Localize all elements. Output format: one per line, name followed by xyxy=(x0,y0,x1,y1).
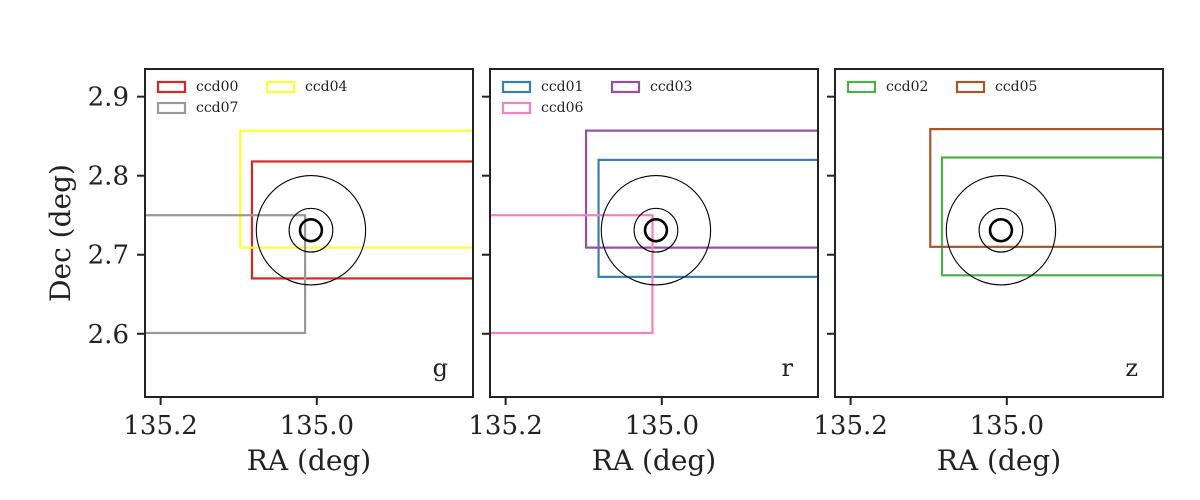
legend-label-ccd01: ccd01 xyxy=(541,79,583,95)
legend-label-ccd00: ccd00 xyxy=(196,79,238,95)
target-circle-1 xyxy=(978,207,1024,253)
target-circle-0 xyxy=(988,218,1014,243)
legend-label-ccd06: ccd06 xyxy=(541,100,584,116)
ccd-footprint-ccd06 xyxy=(490,214,654,335)
target-circle-2 xyxy=(600,175,712,286)
legend-swatch-ccd01 xyxy=(501,80,532,94)
legend-swatch-ccd05 xyxy=(955,80,986,94)
y-tick-label: 2.7 xyxy=(88,241,129,271)
y-tick-label: 2.8 xyxy=(88,162,129,192)
legend-swatch-ccd07 xyxy=(156,101,187,115)
band-label-r: r xyxy=(782,354,794,382)
target-circle-0 xyxy=(298,218,324,243)
legend-label-ccd04: ccd04 xyxy=(305,79,348,95)
plot-area-g xyxy=(145,129,473,335)
target-circle-2 xyxy=(255,175,367,286)
x-axis-title: RA (deg) xyxy=(247,444,371,477)
ccd-footprint-ccd03 xyxy=(584,129,818,249)
target-circle-0 xyxy=(643,218,669,243)
x-tick-label: 135.0 xyxy=(625,411,699,441)
plot-area-r xyxy=(490,129,818,335)
legend-swatch-ccd03 xyxy=(610,80,641,94)
target-circle-1 xyxy=(633,207,679,253)
axes-frame-g xyxy=(144,68,474,398)
x-axis-title: RA (deg) xyxy=(592,444,716,477)
x-tick-label: 135.2 xyxy=(813,411,887,441)
x-tick-label: 135.0 xyxy=(970,411,1044,441)
y-tick-label: 2.9 xyxy=(88,83,129,113)
axes-frame-z xyxy=(834,68,1164,398)
ccd-footprint-ccd05 xyxy=(929,127,1163,248)
band-label-g: g xyxy=(433,354,448,382)
legend-swatch-ccd02 xyxy=(846,80,877,94)
ccd-footprint-ccd01 xyxy=(597,158,818,278)
y-tick-label: 2.6 xyxy=(88,320,129,350)
panel-r: 135.2 135.0RA (deg) ccd01 ccd03 ccd06 r xyxy=(468,68,819,477)
legend-label-ccd07: ccd07 xyxy=(196,100,238,116)
legend-label-ccd03: ccd03 xyxy=(650,79,692,95)
x-axis-title: RA (deg) xyxy=(937,444,1061,477)
y-axis-title: Dec (deg) xyxy=(44,164,77,302)
x-tick-label: 135.0 xyxy=(280,411,354,441)
x-tick-label: 135.2 xyxy=(123,411,197,441)
ccd-footprint-ccd00 xyxy=(250,160,473,280)
ccd-footprint-ccd07 xyxy=(145,214,307,335)
legend-label-ccd02: ccd02 xyxy=(886,79,928,95)
target-circle-2 xyxy=(945,175,1057,286)
panel-g: 135.2 135.0 2.9 2.8 2.7 2.6 RA (deg) Dec (deg) c… xyxy=(44,68,474,477)
target-circle-1 xyxy=(288,207,334,253)
legend-swatch-ccd00 xyxy=(156,80,187,94)
ccd-footprint-ccd02 xyxy=(940,156,1163,277)
legend-swatch-ccd06 xyxy=(501,101,532,115)
band-label-z: z xyxy=(1125,354,1138,382)
x-tick-label: 135.2 xyxy=(468,411,542,441)
legend-swatch-ccd04 xyxy=(265,80,296,94)
axes-frame-r xyxy=(489,68,819,398)
plot-area-z xyxy=(929,127,1163,286)
panel-z: 135.2 135.0RA (deg) ccd02 ccd05 z xyxy=(813,68,1164,477)
ccd-footprint-ccd04 xyxy=(239,129,473,249)
legend-label-ccd05: ccd05 xyxy=(995,79,1037,95)
